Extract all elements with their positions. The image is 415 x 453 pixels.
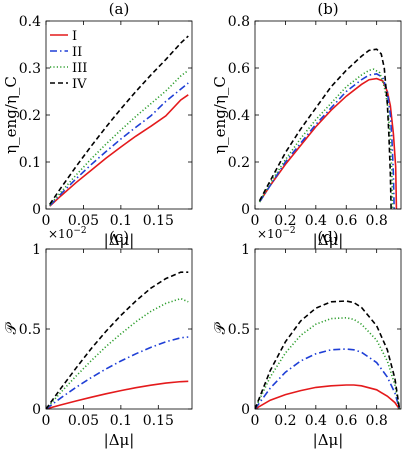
- x-tick-label: 0.1: [110, 413, 132, 429]
- series-line-iv: [49, 35, 189, 205]
- series-line-i: [255, 384, 401, 409]
- panel-label: (c): [109, 228, 129, 246]
- legend-entry-ii: II: [72, 45, 82, 60]
- x-axis-label: |Δμ|: [313, 431, 344, 449]
- series-line-iii: [46, 297, 189, 409]
- axes-frame: [45, 248, 193, 410]
- axes-frame: [254, 248, 402, 410]
- x-tick-label: 0: [251, 413, 260, 429]
- x-tick-label: 0.4: [305, 413, 327, 429]
- y-multiplier-label: ×10−2: [257, 226, 296, 241]
- y-multiplier-label: ×10−2: [48, 226, 87, 241]
- axes-frame: [254, 20, 402, 210]
- x-tick-label: 0.1: [110, 213, 132, 229]
- y-tick-label: 1: [241, 242, 250, 258]
- series-line-i: [258, 77, 398, 209]
- x-tick-label: 0.2: [274, 213, 296, 229]
- x-tick-label: 0.8: [366, 413, 388, 429]
- x-tick-label: 0.8: [366, 213, 388, 229]
- y-tick-label: 0.2: [19, 108, 41, 124]
- y-tick-label: 0: [32, 402, 41, 418]
- series-line-ii: [46, 336, 189, 409]
- series-line-i: [46, 380, 189, 409]
- x-tick-label: 0.15: [143, 213, 174, 229]
- legend-entry-iv: IV: [72, 77, 87, 92]
- x-tick-label: 0.15: [143, 413, 174, 429]
- x-tick-label: 0: [251, 213, 260, 229]
- y-tick-label: 0.3: [19, 61, 41, 77]
- x-tick-label: 0.6: [335, 413, 357, 429]
- series-line-i: [49, 94, 189, 207]
- series-line-iv: [46, 271, 189, 409]
- y-multiplier-exponent: −2: [73, 226, 86, 236]
- x-tick-label: 0.05: [68, 213, 99, 229]
- y-tick-label: 0.5: [19, 322, 41, 338]
- y-tick-label: 0.4: [19, 14, 41, 30]
- panel-label: (a): [109, 0, 130, 18]
- y-tick-label: 0: [32, 202, 41, 218]
- series-line-ii: [258, 73, 395, 209]
- series-line-iii: [258, 68, 394, 209]
- y-tick-label: 0.2: [228, 155, 250, 171]
- y-tick-label: 0.5: [228, 322, 250, 338]
- x-tick-label: 0.05: [68, 413, 99, 429]
- legend-entry-i: I: [72, 29, 77, 44]
- x-tick-label: 0.6: [335, 213, 357, 229]
- series-line-iv: [255, 300, 401, 409]
- x-axis-label: |Δμ|: [313, 231, 344, 249]
- series-line-ii: [49, 82, 189, 207]
- x-axis-label: |Δμ|: [104, 431, 135, 449]
- panel-b: 0 0.2 0.4 0.6 0.8 0 0.2 0.4 0.6 0.8 (b) |Δμ| η_eng/η…: [211, 0, 402, 249]
- x-tick-label: 0.4: [305, 213, 327, 229]
- y-tick-label: 0: [241, 402, 250, 418]
- axes-frame: [45, 20, 193, 210]
- y-axis-label: η_eng/η_C: [211, 76, 229, 154]
- panel-d: 0 0.2 0.4 0.6 0.800.51(d)|Δμ|𝒫×10−2: [211, 226, 402, 449]
- y-axis-label: 𝒫: [2, 321, 20, 334]
- panel-a: 0 0.05 0.1 0.15 0 0.1 0.2 0.3 0.4 (a) |Δμ| η_eng/η_…: [2, 0, 193, 249]
- panel-label: (d): [317, 228, 338, 246]
- series-line-iv: [258, 48, 392, 209]
- y-tick-label: 0.4: [228, 108, 250, 124]
- y-tick-label: 1: [32, 242, 41, 258]
- x-tick-label: 0: [42, 413, 51, 429]
- x-axis-label: |Δμ|: [104, 231, 135, 249]
- legend-entry-iii: III: [72, 61, 87, 76]
- y-tick-label: 0.6: [228, 61, 250, 77]
- y-axis-label: 𝒫: [211, 321, 229, 334]
- x-tick-label: 0: [42, 213, 51, 229]
- x-tick-label: 0.2: [274, 413, 296, 429]
- y-tick-label: 0.1: [19, 155, 41, 171]
- y-axis-label: η_eng/η_C: [2, 76, 20, 154]
- panel-label: (b): [317, 0, 338, 18]
- y-tick-label: 0: [241, 202, 250, 218]
- series-line-iii: [49, 69, 189, 206]
- series-line-ii: [255, 348, 401, 409]
- y-multiplier-exponent: −2: [282, 226, 295, 236]
- y-tick-label: 0.8: [228, 14, 250, 30]
